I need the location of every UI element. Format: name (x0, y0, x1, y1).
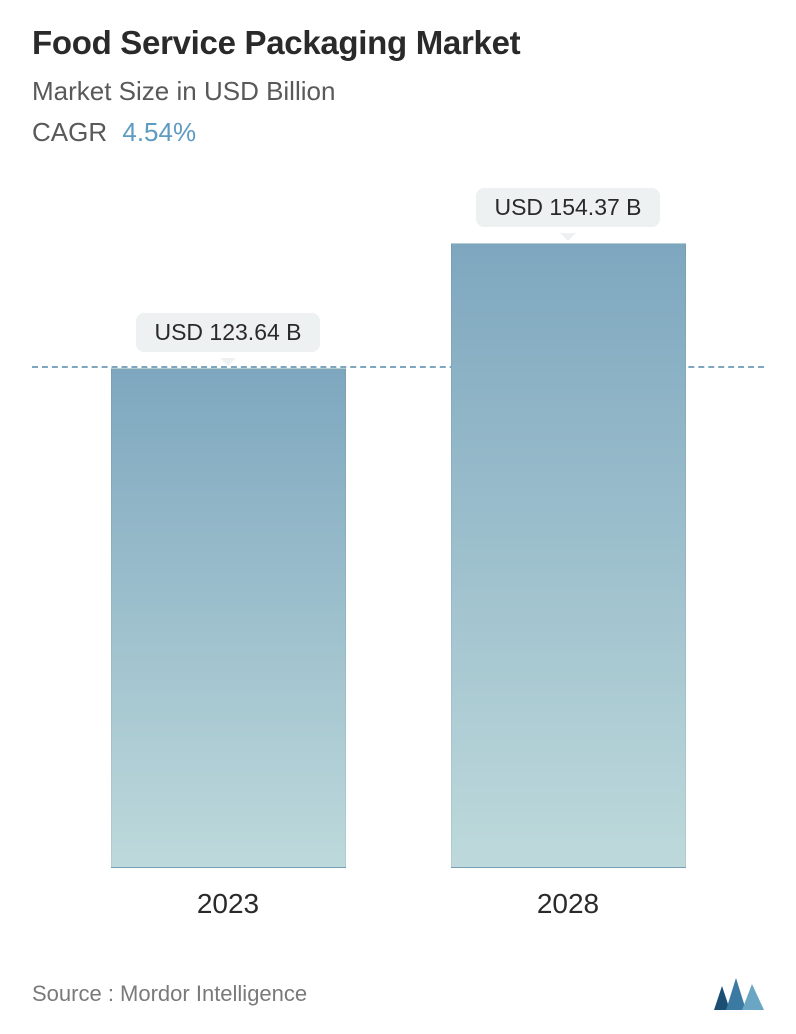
cagr-label: CAGR (32, 117, 107, 147)
value-badge-1: USD 154.37 B (476, 188, 659, 227)
footer: Source : Mordor Intelligence (32, 978, 764, 1010)
chart-area: USD 123.64 B USD 154.37 B 2023 2028 (32, 188, 764, 938)
badge-pointer-icon (560, 233, 576, 241)
cagr-value: 4.54% (122, 117, 196, 147)
logo-peak-3 (742, 984, 764, 1010)
logo-peak-2 (726, 978, 746, 1010)
badge-pointer-icon (220, 358, 236, 366)
x-label-1: 2028 (451, 888, 686, 920)
bar-group-1: USD 154.37 B (451, 188, 686, 868)
value-badge-0: USD 123.64 B (136, 313, 319, 352)
chart-subtitle: Market Size in USD Billion (32, 76, 764, 107)
bar-1 (451, 243, 686, 868)
brand-logo-svg (714, 978, 764, 1010)
bars-wrap: USD 123.64 B USD 154.37 B (32, 238, 764, 868)
source-label: Source : Mordor Intelligence (32, 981, 307, 1007)
chart-title: Food Service Packaging Market (32, 24, 764, 62)
brand-logo-icon (714, 978, 764, 1010)
bar-group-0: USD 123.64 B (111, 313, 346, 868)
x-label-0: 2023 (111, 888, 346, 920)
cagr-row: CAGR 4.54% (32, 117, 764, 148)
x-axis-labels: 2023 2028 (32, 888, 764, 920)
chart-card: Food Service Packaging Market Market Siz… (0, 0, 796, 1034)
bar-0 (111, 368, 346, 868)
